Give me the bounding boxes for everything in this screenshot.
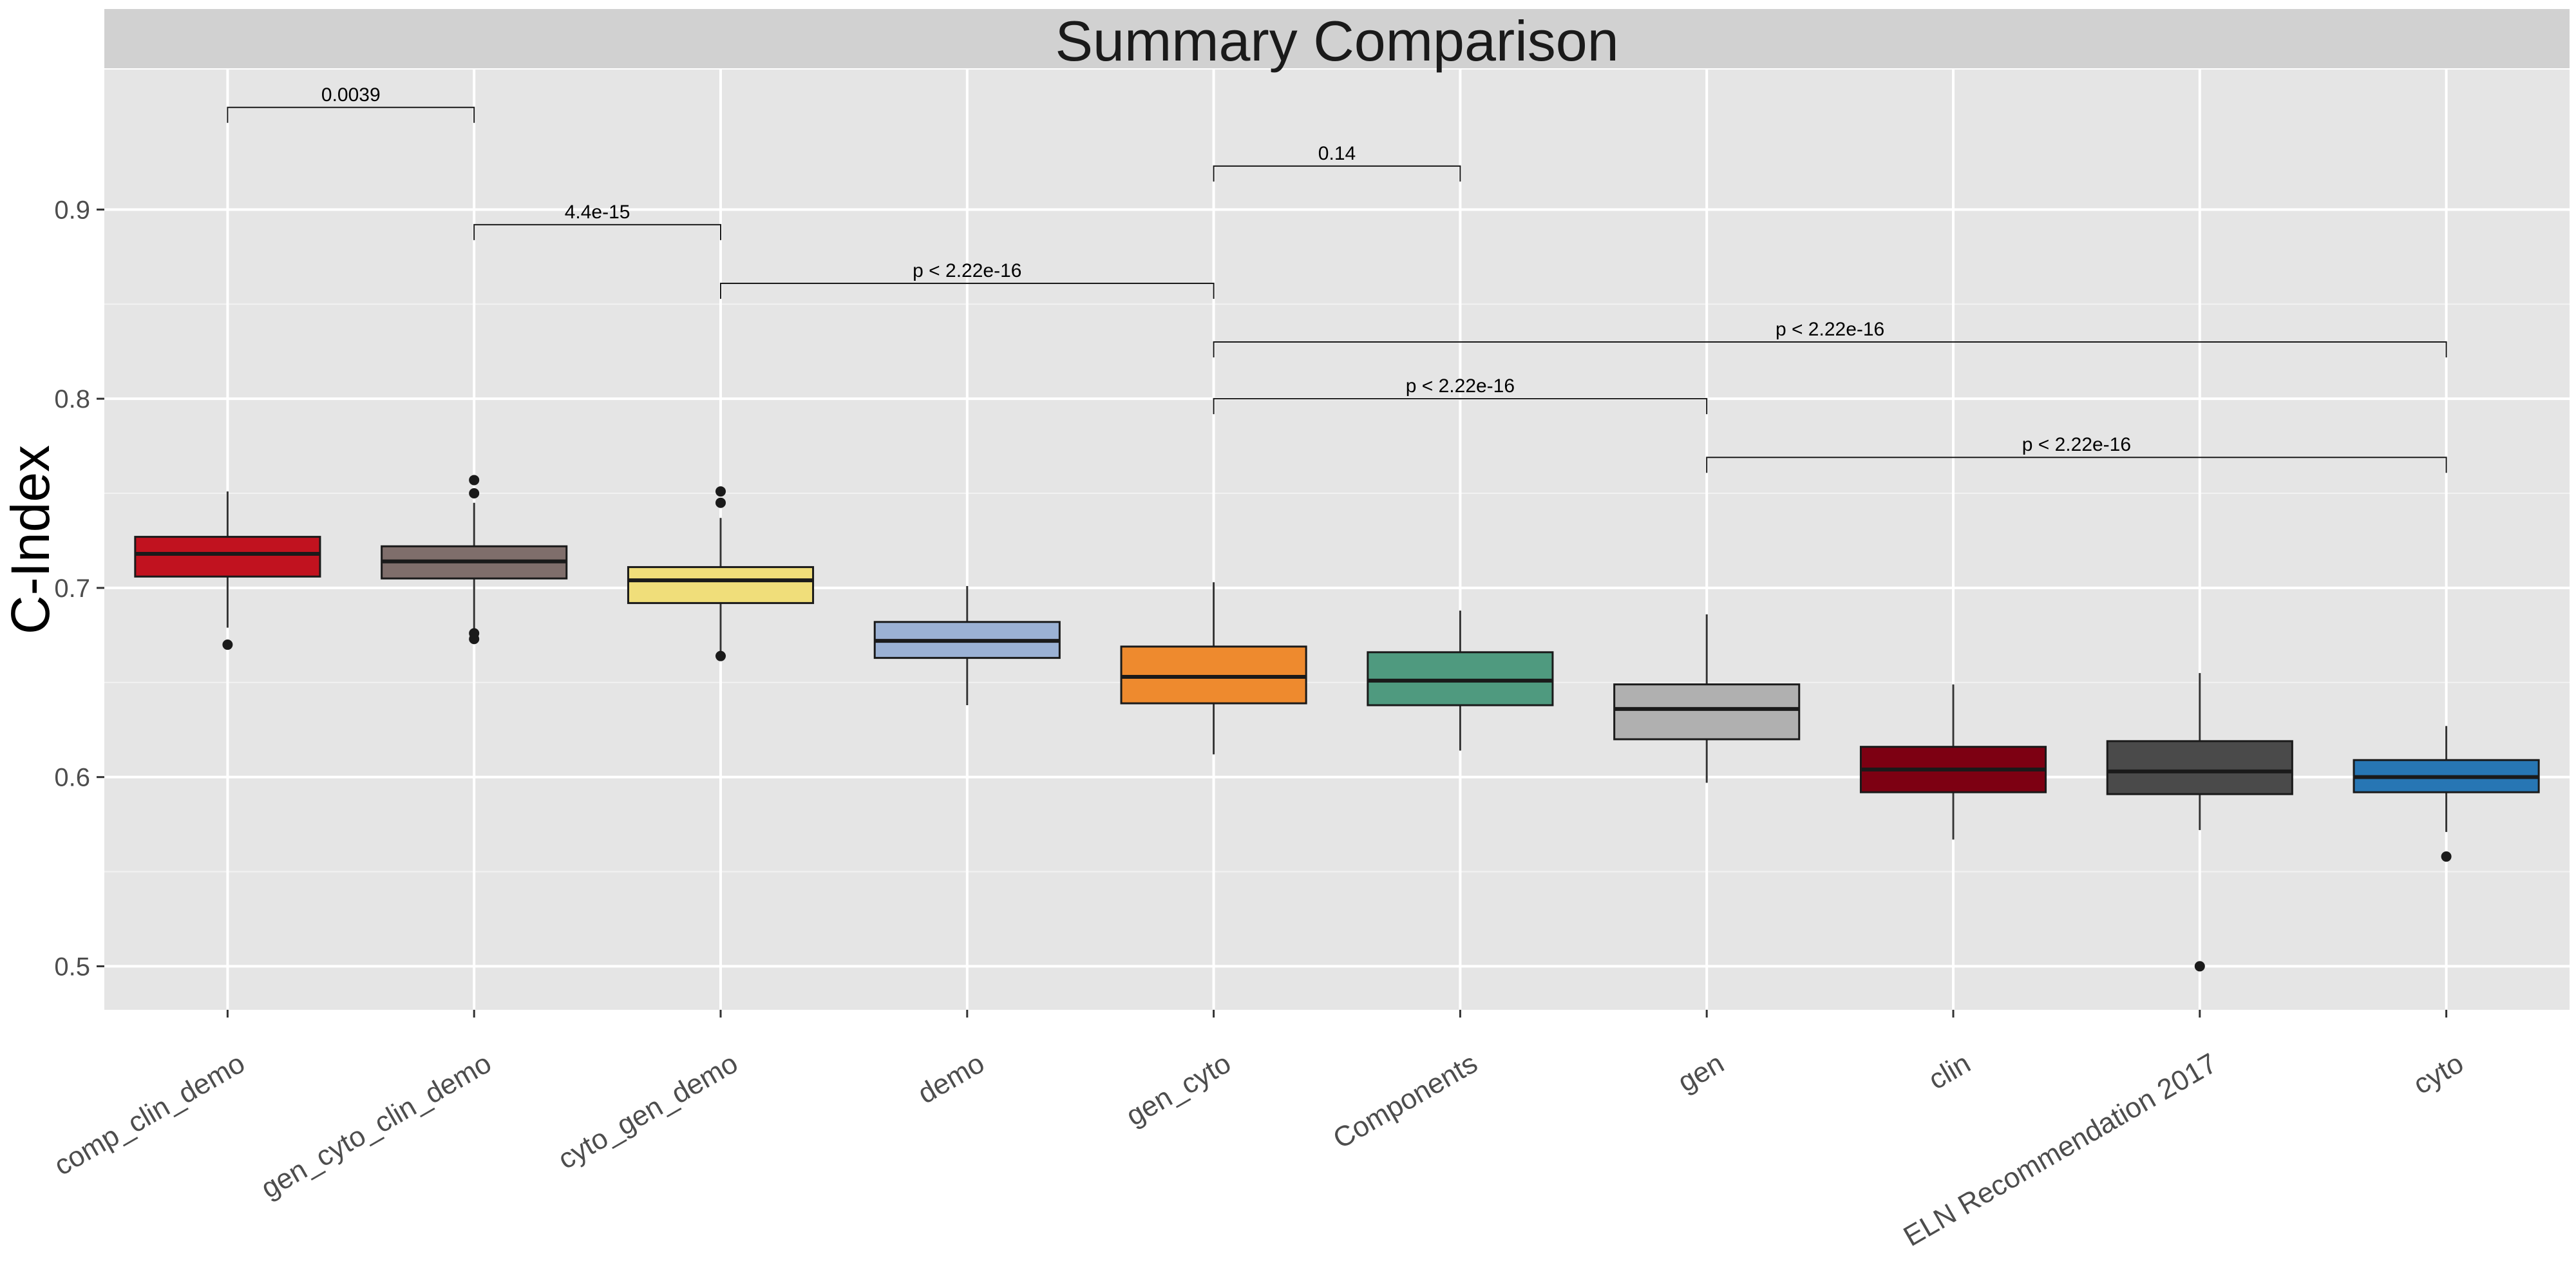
p-value-label: p < 2.22e-16: [2022, 434, 2131, 455]
x-tick-label: gen_cyto: [1121, 1047, 1236, 1132]
box-cyto_gen_demo: [627, 486, 815, 661]
p-value-label: p < 2.22e-16: [1406, 375, 1515, 397]
y-tick-label: 0.5: [54, 952, 90, 981]
outlier-point: [469, 634, 480, 645]
outlier-point: [715, 650, 726, 661]
bracket-line: [1213, 398, 1708, 415]
x-tick-label: gen_cyto_clin_demo: [256, 1047, 497, 1204]
panel-background: [104, 70, 2570, 1010]
outlier-point: [2441, 851, 2452, 862]
comparison-bracket: 0.14: [1213, 143, 1461, 182]
x-tick-label: demo: [913, 1047, 990, 1110]
bracket-line: [1213, 341, 2447, 358]
box-comp_clin_demo: [134, 491, 321, 650]
comparison-bracket: p < 2.22e-16: [1213, 319, 2447, 358]
p-value-label: 0.14: [1318, 143, 1356, 164]
p-value-label: 4.4e-15: [565, 202, 630, 223]
box-demo: [873, 585, 1061, 706]
box-iqr: [134, 536, 321, 578]
bracket-line: [1213, 165, 1461, 182]
comparison-bracket: p < 2.22e-16: [1706, 434, 2447, 473]
box-gen_cyto_clin_demo: [381, 475, 568, 645]
y-tick-label: 0.8: [54, 385, 90, 413]
p-value-label: 0.0039: [321, 84, 381, 106]
outlier-point: [715, 486, 726, 497]
x-tick-label: clin: [1923, 1047, 1976, 1095]
panel-title: Summary Comparison: [1055, 9, 1618, 73]
bracket-line: [227, 106, 475, 123]
x-tick-label: gen: [1672, 1047, 1729, 1098]
box-gen: [1613, 614, 1801, 783]
box-layer: [134, 475, 2540, 972]
comparison-bracket: 0.0039: [227, 84, 475, 123]
y-axis-label: C-Index: [0, 445, 61, 634]
panel-title-strip: [104, 9, 2570, 68]
bracket-line: [473, 223, 721, 240]
comparison-bracket: p < 2.22e-16: [720, 260, 1215, 299]
outlier-point: [715, 497, 726, 508]
bracket-line: [1706, 457, 2447, 473]
x-tick-label: cyto_gen_demo: [553, 1047, 743, 1175]
bracket-line: [720, 282, 1215, 299]
p-value-label: p < 2.22e-16: [1776, 319, 1884, 340]
box-clin: [1859, 684, 2047, 840]
box-iqr: [1613, 683, 1801, 741]
box-ELN Recommendation 2017: [2106, 673, 2293, 972]
comparison-bracket: 4.4e-15: [473, 202, 721, 240]
p-value-label: p < 2.22e-16: [913, 260, 1021, 281]
outlier-point: [469, 488, 480, 499]
y-tick-label: 0.7: [54, 574, 90, 603]
comparison-bracket: p < 2.22e-16: [1213, 375, 1708, 415]
box-cyto: [2353, 726, 2540, 862]
y-tick-label: 0.9: [54, 196, 90, 224]
outlier-point: [469, 475, 480, 486]
outlier-point: [222, 639, 233, 650]
x-tick-label: Components: [1328, 1047, 1483, 1155]
box-gen_cyto: [1120, 582, 1307, 755]
box-iqr: [2106, 740, 2293, 795]
significance-layer: 0.0039 0.14 4.4e-15 p < 2.22e-16 p < 2.22e-1…: [227, 84, 2447, 473]
x-tick-label: comp_clin_demo: [49, 1047, 251, 1182]
x-tick-label: cyto: [2408, 1047, 2468, 1101]
y-tick-label: 0.6: [54, 764, 90, 792]
box-iqr: [627, 566, 815, 604]
outlier-point: [2194, 961, 2205, 972]
box-Components: [1367, 611, 1554, 751]
